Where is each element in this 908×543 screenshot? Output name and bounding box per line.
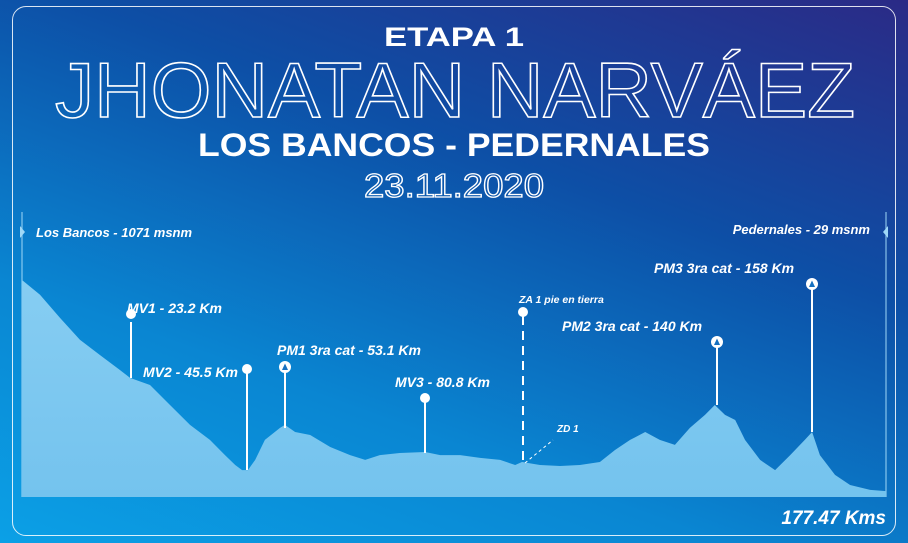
- elevation-profile-area: [22, 280, 886, 497]
- pm2-label: PM2 3ra cat - 140 Km: [562, 318, 702, 334]
- start-arrow-icon: [20, 226, 25, 238]
- route-title: LOS BANCOS - PEDERNALES: [198, 127, 710, 163]
- pm1-label: PM1 3ra cat - 53.1 Km: [277, 342, 421, 358]
- finish-label: Pedernales - 29 msnm: [733, 222, 871, 237]
- mv3-pin-icon: [420, 393, 430, 403]
- mv3-label: MV3 - 80.8 Km: [395, 374, 490, 390]
- za1-label: ZA 1 pie en tierra: [518, 294, 604, 306]
- zd1-pointer-line: [524, 439, 554, 464]
- rider-name: JHONATAN NARVÁEZ: [55, 46, 855, 134]
- pm2-mountain-icon: [711, 336, 723, 348]
- mv1-pin-icon: [126, 309, 136, 319]
- stage-title: ETAPA 1: [384, 22, 524, 52]
- pm1-mountain-icon: [279, 361, 291, 373]
- mv2-pin-icon: [242, 364, 252, 374]
- pm3-mountain-icon: [806, 278, 818, 290]
- mv1-label: MV1 - 23.2 Km: [127, 300, 222, 316]
- pm3-label: PM3 3ra cat - 158 Km: [654, 260, 794, 276]
- total-distance: 177.47 Kms: [781, 508, 886, 529]
- finish-arrow-icon: [883, 226, 888, 238]
- mv2-label: MV2 - 45.5 Km: [143, 364, 238, 380]
- card-frame: [12, 6, 896, 536]
- stage-date: 23.11.2020: [364, 167, 544, 204]
- start-label: Los Bancos - 1071 msnm: [36, 225, 192, 240]
- za1-pin-icon: [518, 307, 528, 317]
- zd1-label: ZD 1: [556, 424, 579, 435]
